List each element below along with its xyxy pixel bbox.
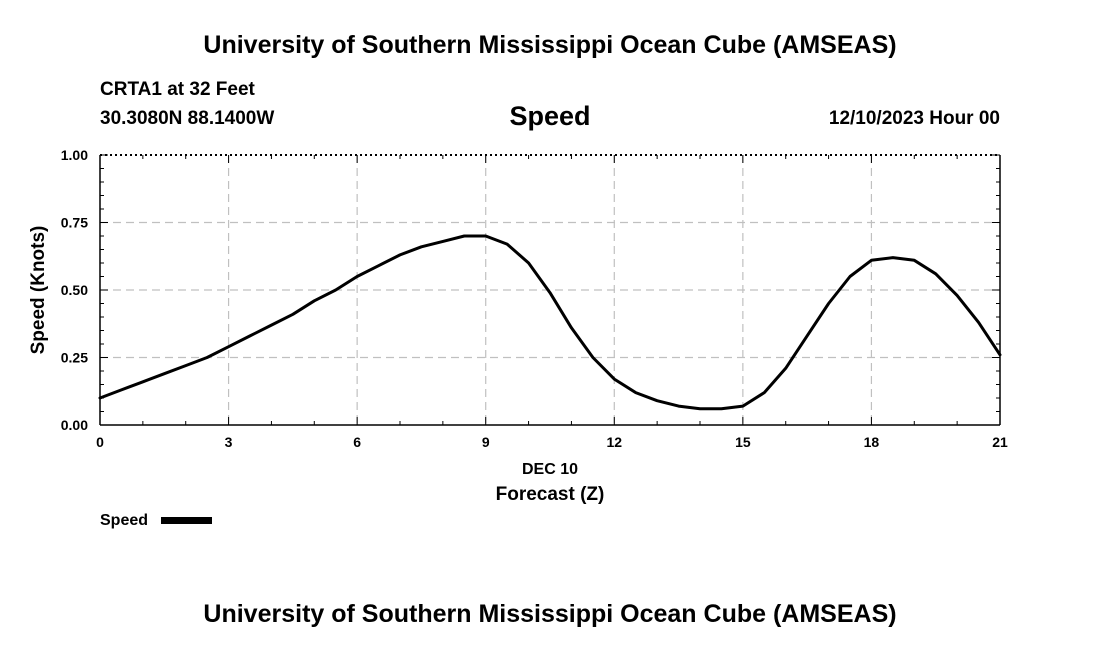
- speed-data-point: [120, 389, 123, 391]
- speed-data-point: [849, 275, 851, 278]
- speed-data-point: [827, 302, 830, 305]
- station-label: CRTA1 at 32 Feet: [100, 79, 256, 100]
- speed-data-point: [656, 400, 658, 402]
- legend-label: Speed: [100, 512, 148, 529]
- speed-data-point: [549, 292, 551, 294]
- y-tick-label: 1.00: [61, 147, 88, 163]
- speed-data-point: [720, 408, 723, 410]
- y-tick-label: 0.25: [61, 350, 88, 366]
- speed-data-point: [956, 294, 958, 296]
- speed-data-point: [420, 246, 423, 248]
- x-tick-label: 6: [353, 434, 361, 450]
- x-tick-label: 3: [225, 434, 233, 450]
- series-layer: [98, 234, 1002, 411]
- speed-data-point: [99, 397, 101, 399]
- y-axis-title: Speed (Knots): [28, 226, 49, 355]
- speed-data-point: [206, 356, 208, 359]
- y-tick-label: 0.75: [61, 215, 88, 231]
- speed-data-point: [292, 313, 294, 315]
- grid: [100, 155, 1000, 425]
- speed-data-point: [763, 392, 765, 394]
- speed-data-point: [613, 378, 615, 380]
- footer-title: University of Southern Mississippi Ocean…: [203, 600, 897, 628]
- y-tick-label: 0.00: [61, 417, 88, 433]
- x-tick-label: 12: [606, 434, 622, 450]
- axis-ticks: 0 3 6 9 12 15 18 21 0.00 0.25 0.50 0.75 1.00: [61, 147, 1008, 450]
- speed-data-point: [142, 381, 144, 383]
- coordinates-label: 30.3080N 88.1400W: [100, 108, 274, 129]
- speed-data-point: [592, 356, 594, 359]
- x-axis-date-label: DEC 10: [522, 461, 578, 478]
- speed-data-point: [377, 265, 380, 267]
- legend-line-swatch: [161, 517, 212, 524]
- speed-data-point: [356, 275, 358, 278]
- speed-series-line: [98, 234, 1002, 411]
- x-tick-label: 18: [864, 434, 880, 450]
- chart-main-title: University of Southern Mississippi Ocean…: [203, 31, 897, 59]
- speed-data-point: [249, 335, 251, 337]
- speed-data-point: [570, 327, 573, 329]
- speed-data-point: [935, 273, 937, 275]
- speed-data-point: [399, 254, 401, 256]
- speed-data-point: [870, 259, 873, 261]
- y-tick-label: 0.50: [61, 282, 88, 298]
- speed-data-point: [442, 240, 444, 242]
- speed-data-point: [999, 354, 1001, 356]
- variable-title: Speed: [509, 101, 590, 131]
- speed-data-point: [227, 346, 230, 348]
- speed-data-point: [185, 365, 187, 367]
- speed-data-point: [635, 392, 637, 394]
- speed-data-point: [527, 262, 530, 264]
- speed-data-point: [485, 235, 487, 237]
- speed-data-point: [313, 300, 315, 302]
- x-tick-label: 9: [482, 434, 490, 450]
- speed-data-point: [335, 289, 337, 291]
- speed-data-point: [785, 367, 787, 369]
- speed-data-point: [913, 259, 915, 261]
- datetime-label: 12/10/2023 Hour 00: [829, 108, 1000, 129]
- speed-data-point: [742, 405, 744, 407]
- speed-data-point: [163, 373, 165, 375]
- speed-data-point: [270, 324, 273, 326]
- speed-data-point: [977, 321, 980, 323]
- x-tick-label: 21: [992, 434, 1008, 450]
- speed-data-point: [699, 408, 701, 410]
- x-axis-title: Forecast (Z): [496, 484, 605, 505]
- speed-data-point: [463, 235, 465, 237]
- x-tick-label: 15: [735, 434, 751, 450]
- speed-data-point: [506, 243, 508, 245]
- x-tick-label: 0: [96, 434, 104, 450]
- speed-data-point: [806, 335, 808, 337]
- speed-data-point: [892, 257, 894, 259]
- speed-data-point: [677, 405, 680, 407]
